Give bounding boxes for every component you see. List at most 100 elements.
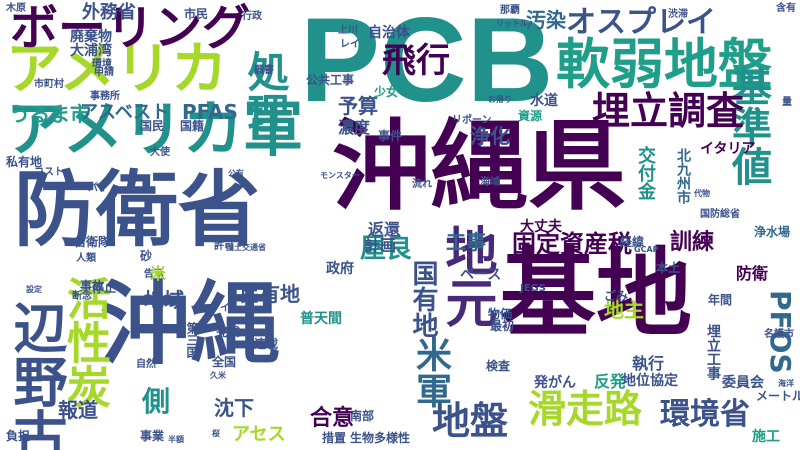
word-cost: コスト (34, 167, 64, 178)
word-tsukaigou: 渋滞 (668, 9, 688, 20)
word-kensa: 検査 (486, 359, 511, 373)
word-shori: 処理 (241, 50, 290, 134)
word-kokuyuuchi: 国有地 (408, 260, 438, 338)
word-gankyo: 願書 (254, 65, 274, 76)
word-kouin: 公有 (228, 169, 244, 178)
word-asbestos: アスベスト (80, 102, 170, 123)
word-pai: パイ (88, 183, 108, 194)
word-futenma: 普天間 (300, 311, 342, 327)
word-jinrui: 人類 (76, 253, 96, 264)
word-hikou: 飛行 (382, 41, 450, 81)
word-jichitai: 自治体 (368, 25, 410, 41)
word-jigyou: 事業 (140, 429, 165, 443)
word-nanjaku-jiban: 軟弱地盤 (556, 33, 772, 96)
word-ganyuu: 含有 (776, 3, 796, 14)
word-assess: アセス (232, 424, 286, 445)
word-iinkai: 委員会 (722, 375, 764, 391)
word-okinawa: 沖縄 (100, 272, 280, 377)
word-uekitsu: 上川 (338, 25, 358, 36)
word-jiken: 事件 (378, 129, 403, 143)
word-okinawa-ken: 沖縄県 (332, 110, 627, 224)
word-haikibutsu: 廃棄物 (70, 29, 112, 45)
word-beigun: 米軍 (410, 336, 451, 408)
word-kouji: 工事 (446, 230, 486, 254)
word-teishi: 停止 (92, 281, 117, 295)
word-kuumon: 久米 (210, 371, 226, 380)
word-shizen: 自然 (136, 359, 156, 370)
word-pfos: PFOS (764, 290, 797, 374)
word-saishin: 最初 (490, 319, 515, 333)
word-chii-kyoutei: 地位協定 (622, 373, 678, 389)
word-bukka: 物価 (488, 307, 513, 321)
word-pcb: PCB (300, 0, 554, 127)
word-hangaku: 半額 (168, 435, 184, 444)
word-monster: モンスター (320, 171, 360, 180)
word-danjo: 断念 (72, 291, 92, 302)
word-shoujo: 少女 (374, 85, 399, 99)
word-futan: 負担 (6, 429, 31, 443)
word-seibutsu: 生物多様性 (350, 431, 411, 445)
word-ikoku: 海域 (480, 177, 500, 188)
word-america: アメリカ (6, 37, 228, 102)
word-osen: 汚染 (526, 8, 566, 32)
word-america-gun: アメリカ軍 (6, 95, 303, 165)
word-sakura: 桜 (212, 429, 220, 438)
word-pfas: PFAS (182, 100, 238, 124)
word-kome: 米 (150, 264, 167, 283)
word-shiyuuchi: 私有地 (6, 155, 43, 169)
word-dai3: 第三国 (185, 322, 199, 358)
word-kankyoushou: 環境省 (660, 397, 750, 432)
word-gomi: ごみ (604, 289, 629, 303)
word-bouei: 防衛 (736, 264, 769, 283)
word-honshi: 本土 (656, 261, 681, 275)
word-kasseitan: 活性炭 (59, 276, 110, 408)
word-kotei: 固定資産税 (512, 230, 632, 258)
word-zenkoku: 全国 (212, 355, 237, 369)
word-hawaii: ハワイ (200, 303, 230, 314)
word-nendo: 年間 (708, 293, 733, 307)
word-meter: メートル (756, 389, 800, 403)
word-kanseikaigi: 完成 (216, 325, 241, 339)
word-italy: イタリア (700, 141, 756, 157)
word-daijoubu: 大丈夫 (520, 219, 562, 235)
word-umetate-kouji: 埋立工事 (705, 324, 721, 380)
word-keiei: 経緯 (620, 235, 645, 249)
word-gcap: GCAP (634, 245, 659, 254)
word-suidou: 水道 (530, 93, 558, 109)
word-boueishou: 防衛省 (14, 163, 261, 258)
word-gyousei: 行政 (242, 11, 262, 22)
word-nanyo: 那覇 (500, 5, 520, 16)
word-shicho: 市町村 (34, 79, 64, 90)
word-houdou: 報道 (58, 398, 98, 422)
word-kasseiro: 滑走路 (528, 387, 643, 431)
word-dayu: 代物 (694, 189, 710, 198)
word-uruma: うるま市 (10, 102, 90, 126)
word-gaimushou: 外務省 (82, 2, 136, 23)
word-jegs: JEGS (520, 283, 546, 294)
word-yara: 屋良 (360, 234, 413, 264)
word-sochi: 措置 (322, 431, 347, 445)
word-seifu: 政府 (326, 261, 354, 277)
word-kaiyou: 海洋 (778, 379, 794, 388)
word-shimin: 市民 (184, 7, 209, 21)
word-hangan: 発がん (534, 375, 576, 391)
word-chinka: 沈下 (214, 396, 254, 420)
word-osprey: オスプレイ (566, 5, 716, 40)
word-gawa: 側 (142, 385, 171, 418)
word-nodo: 濃度 (338, 118, 371, 137)
word-umetate-chousa: 埋立調査 (592, 89, 745, 133)
word-settei: 設定 (26, 285, 42, 294)
word-chiiki: 地域 (144, 288, 184, 312)
word-shikou: 施工 (752, 429, 780, 445)
word-oura: 大浦湾 (70, 43, 112, 59)
word-jinushi: 地主 (604, 298, 644, 322)
word-liter: リットル (496, 19, 528, 28)
word-ryou: 量 (782, 97, 792, 108)
word-kunrei: 訓練 (670, 230, 715, 255)
word-boring: ボーリング (10, 0, 251, 56)
word-shigen: 資源 (518, 109, 543, 123)
word-jouka: 浄化 (470, 124, 510, 148)
word-goi: 合意 (310, 406, 355, 431)
word-kokuseki: 国籍 (180, 119, 205, 133)
